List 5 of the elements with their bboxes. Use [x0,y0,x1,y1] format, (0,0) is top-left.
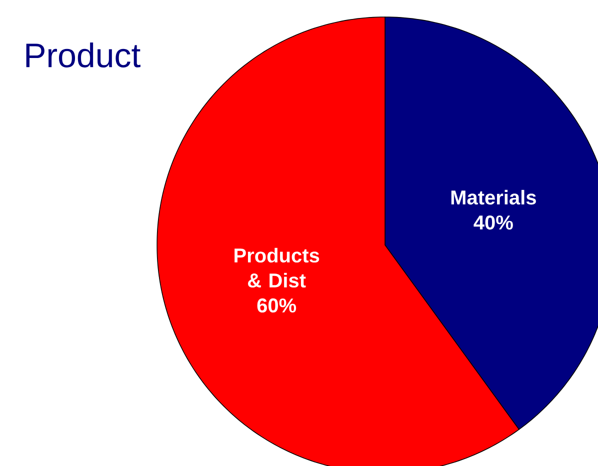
data-label: 40% [474,215,513,230]
slice-label: Materials [451,190,536,205]
slice-label: Products & Dist [234,248,320,288]
data-label: 60% [257,298,296,313]
text: Product [26,42,140,68]
